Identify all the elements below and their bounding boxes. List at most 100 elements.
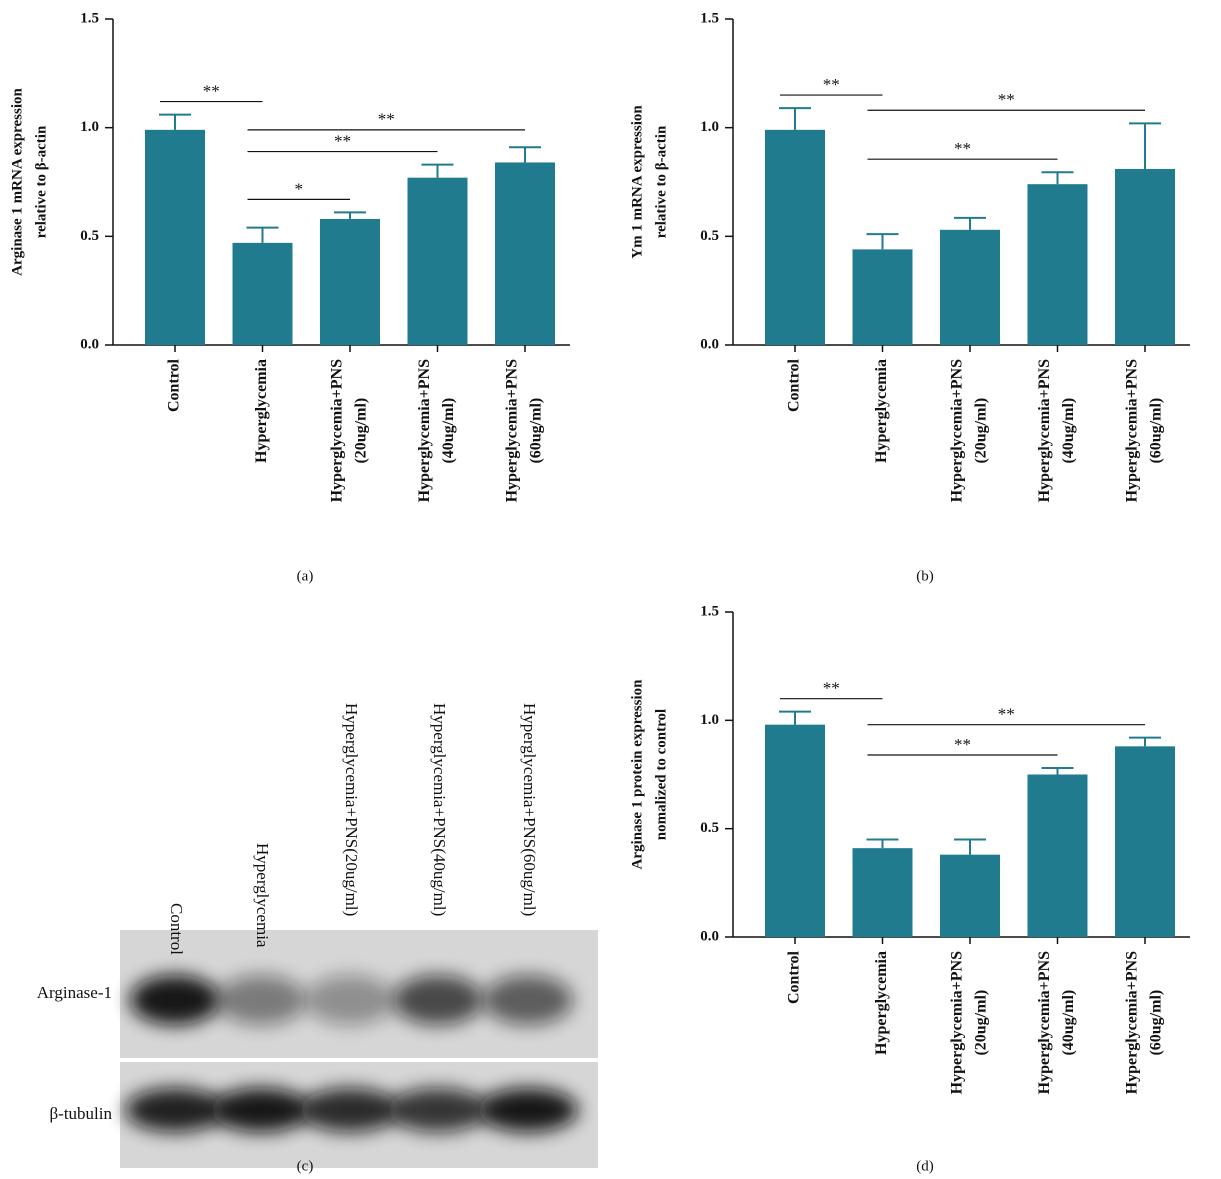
bar <box>765 725 825 937</box>
x-tick-label: Hyperglycemia+PNS <box>329 359 346 502</box>
lane-label: Control <box>167 903 186 955</box>
error-bar <box>334 212 366 219</box>
bar <box>853 848 913 937</box>
row-label: β-tubulin <box>50 1104 113 1123</box>
y-axis-label: Arginase 1 protein expression <box>629 679 645 870</box>
lane-label: Hyperglycemia+PNS(60ug/ml) <box>520 703 539 916</box>
x-tick-label: Hyperglycemia <box>253 359 270 463</box>
significance-label: * <box>295 179 304 198</box>
blot-band <box>216 975 306 1025</box>
error-bar <box>867 234 899 249</box>
bar <box>940 855 1000 937</box>
x-tick-label: Hyperglycemia+PNS <box>949 359 966 502</box>
significance-label: ** <box>954 735 971 754</box>
bar <box>233 243 293 345</box>
row-label: Arginase-1 <box>37 983 112 1002</box>
x-tick-label: (20ug/ml) <box>353 398 370 464</box>
x-tick-label: Hyperglycemia+PNS <box>1036 951 1053 1094</box>
error-bar <box>867 840 899 849</box>
bar <box>1115 746 1175 937</box>
bar <box>408 178 468 345</box>
blot-band <box>305 975 395 1025</box>
bar <box>1115 169 1175 345</box>
x-tick-label: (40ug/ml) <box>440 398 457 464</box>
panel-label: (b) <box>916 568 934 584</box>
blot-band <box>388 1088 488 1132</box>
error-bar <box>247 228 279 243</box>
x-tick-label: Hyperglycemia <box>873 359 890 463</box>
y-axis-label: relative to β-actin <box>653 125 669 238</box>
significance-label: ** <box>954 139 971 158</box>
significance-label: ** <box>823 75 840 94</box>
x-tick-label: Hyperglycemia <box>873 951 890 1055</box>
x-tick-label: Hyperglycemia+PNS <box>949 951 966 1094</box>
x-tick-label: (40ug/ml) <box>1060 398 1077 464</box>
x-tick-label: Hyperglycemia+PNS <box>1036 359 1053 502</box>
x-tick-label: Hyperglycemia+PNS <box>1124 359 1141 502</box>
error-bar <box>1042 172 1074 184</box>
panel-label: (d) <box>916 1158 934 1174</box>
y-tick-label: 1.5 <box>700 10 719 26</box>
significance-label: ** <box>998 90 1015 109</box>
x-tick-label: Control <box>166 358 183 412</box>
y-tick-label: 1.0 <box>80 119 99 135</box>
error-bar <box>954 840 986 855</box>
significance-label: ** <box>334 131 351 150</box>
y-tick-label: 1.5 <box>80 10 99 26</box>
error-bar <box>779 712 811 725</box>
x-tick-label: (40ug/ml) <box>1060 990 1077 1056</box>
y-tick-label: 1.0 <box>700 712 719 728</box>
y-tick-label: 1.0 <box>700 119 719 135</box>
y-tick-label: 1.5 <box>700 603 719 619</box>
lane-label: Hyperglycemia <box>253 843 272 948</box>
blot-band <box>130 975 220 1025</box>
error-bar <box>509 147 541 162</box>
significance-label: ** <box>823 679 840 698</box>
bar <box>765 130 825 345</box>
x-tick-label: (60ug/ml) <box>1148 990 1165 1056</box>
y-tick-label: 0.5 <box>80 228 99 244</box>
blot-band <box>211 1088 311 1132</box>
lane-label: Hyperglycemia+PNS(20ug/ml) <box>342 703 361 916</box>
panel-label: (a) <box>297 568 314 584</box>
bar <box>495 162 555 345</box>
x-tick-label: (60ug/ml) <box>1148 398 1165 464</box>
x-tick-label: Control <box>786 950 803 1004</box>
bar <box>1028 775 1088 938</box>
error-bar <box>1129 123 1161 169</box>
x-tick-label: Hyperglycemia+PNS <box>504 359 521 502</box>
error-bar <box>1129 738 1161 747</box>
blot-band <box>393 975 483 1025</box>
panel-label: (c) <box>297 1158 314 1174</box>
y-tick-label: 0.0 <box>80 336 99 352</box>
blot-band <box>483 975 573 1025</box>
y-axis-label: relative to β-actin <box>33 125 49 238</box>
x-tick-label: Hyperglycemia+PNS <box>416 359 433 502</box>
x-tick-label: (20ug/ml) <box>973 990 990 1056</box>
lane-label: Hyperglycemia+PNS(40ug/ml) <box>430 703 449 916</box>
significance-label: ** <box>203 81 220 100</box>
x-tick-label: (20ug/ml) <box>973 398 990 464</box>
error-bar <box>779 108 811 130</box>
blot-band <box>478 1088 578 1132</box>
y-tick-label: 0.0 <box>700 336 719 352</box>
significance-label: ** <box>998 705 1015 724</box>
figure: 0.0 0.5 1.0 1.5 Arginase 1 mRNA expression re… <box>0 0 1221 1179</box>
error-bar <box>954 218 986 230</box>
x-tick-label: Control <box>786 358 803 412</box>
y-tick-label: 0.5 <box>700 820 719 836</box>
blot-band <box>125 1088 225 1132</box>
bar <box>853 249 913 345</box>
error-bar <box>159 115 191 130</box>
significance-label: ** <box>378 110 395 129</box>
y-axis-label: nomalized to control <box>653 709 669 840</box>
bar <box>145 130 205 345</box>
error-bar <box>1042 768 1074 775</box>
bar <box>320 219 380 345</box>
blot-band <box>300 1088 400 1132</box>
y-tick-label: 0.0 <box>700 928 719 944</box>
y-axis-label: Arginase 1 mRNA expression <box>9 88 25 276</box>
y-tick-label: 0.5 <box>700 228 719 244</box>
x-tick-label: (60ug/ml) <box>528 398 545 464</box>
x-tick-label: Hyperglycemia+PNS <box>1124 951 1141 1094</box>
